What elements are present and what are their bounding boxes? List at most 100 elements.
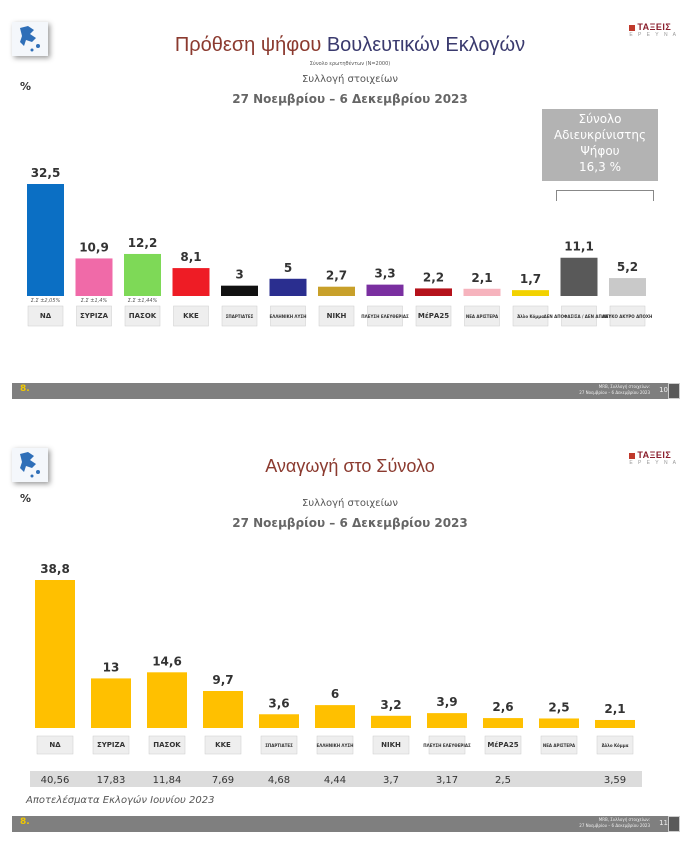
data-label: 38,8 [40,562,70,576]
data-label: 2,2 [423,270,444,284]
bar [147,672,187,728]
bar [221,285,258,296]
bar [172,268,210,296]
data-label: 3,3 [374,267,395,281]
date-range: 27 Νοεμβρίου – 6 Δεκεμβρίου 2023 [232,92,468,106]
party-logo-label: ΛΕΥΚΟ ΑΚΥΡΟ ΑΠΟΧΗ [603,314,653,319]
election-result-value: 40,56 [41,775,70,786]
party-logo [609,305,646,327]
party-logo-label: ΠΑΣΟΚ [129,312,157,320]
collection-label: Συλλογή στοιχείων [302,74,398,85]
data-label: 10,9 [79,240,109,254]
party-logo [512,305,549,327]
party-logo-label: ΝΔ [40,312,52,320]
party-logo [92,735,130,755]
election-result-value: 3,17 [436,775,458,786]
party-logo-label: ΔΕΝ ΑΠΟΦΑΣΙΣΑ / ΔΕΝ ΑΠΑΝΤΩ [544,314,615,319]
bar [560,257,598,296]
date-range: 27 Νοεμβρίου – 6 Δεκεμβρίου 2023 [232,516,468,530]
party-logo [561,305,597,327]
bar [371,715,411,728]
party-logo [36,735,74,755]
bar [75,258,113,296]
election-results-label: Αποτελέσματα Εκλογών Ιουνίου 2023 [26,795,215,806]
collection-label: Συλλογή στοιχείων [302,498,398,509]
data-label: 5,2 [617,260,638,274]
party-logo-label: ΜέΡΑ25 [418,312,449,320]
party-logo-label: Άλλο Κόμμα [602,743,629,748]
data-label: 6 [331,687,339,701]
party-logo [76,305,112,327]
greece-map-icon [12,22,48,56]
projection-chart: 38,8 ΝΔ 40,56 13 ΣΥΡΙΖΑ 17,83 14,6 ΠΑΣΟΚ 11,84 9,… [35,562,635,786]
data-label: 8,1 [180,250,201,264]
party-logo [204,735,242,755]
party-logo [173,305,209,327]
sample-note: Σύνολο ερωτηθέντων (N=2000) [309,61,391,67]
mrb-logo: ΤΑΞΕΙΣ Ε Ρ Ε Υ Ν Α [629,22,678,38]
election-result-value: 3,7 [383,775,399,786]
election-result-value: 11,84 [153,775,182,786]
data-label: 3 [235,268,243,282]
party-logo [367,305,403,327]
page-number: 11 [659,819,668,827]
party-logo-label: ΝΔ [49,741,61,749]
party-logo [27,305,64,327]
undecided-bracket [556,190,654,201]
undecided-total-box: Σύνολο Αδιευκρίνιστης Ψήφου 16,3 % [542,109,658,181]
party-logo [260,735,298,755]
party-logo [148,735,186,755]
bar [463,288,501,296]
party-logo-label: ΝΕΑ ΑΡΙΣΤΕΡΑ [466,314,499,319]
data-label: 3,9 [436,695,457,709]
slide-projection: ΤΑΞΕΙΣ Ε Ρ Ε Υ Ν Α Αναγωγή στο Σύνολο Συλ… [0,428,700,858]
party-logo [372,735,410,755]
party-logo-label: ΣΥΡΙΖΑ [80,312,109,320]
mrb-footer-logo [668,383,680,399]
bar [35,580,75,728]
data-label: 3,2 [380,698,401,712]
mrb-logo: ΤΑΞΕΙΣ Ε Ρ Ε Υ Ν Α [629,450,678,466]
party-logo-label: ΣΠΑΡΤΙΑΤΕΣ [265,743,293,748]
bar [427,713,467,728]
greece-map-icon [12,448,48,482]
data-label: 9,7 [212,673,233,687]
bar [318,286,355,296]
party-logo-label: ΠΛΕΥΣΗ ΕΛΕΥΘΕΡΙΑΣ [423,743,471,748]
party-logo [316,735,354,755]
data-label: 11,1 [564,240,594,254]
party-logo-label: ΚΚΕ [183,312,199,320]
party-logo [124,305,161,327]
data-label: 5 [284,261,292,275]
party-logo-label: ΝΕΑ ΑΡΙΣΤΕΡΑ [543,743,576,748]
election-results-row [30,771,642,787]
data-label: 12,2 [128,236,158,250]
margin-of-error-label: Σ.Σ ±1,4% [81,298,108,304]
election-result-value: 2,5 [495,775,511,786]
bar [415,288,452,296]
data-label: 2,5 [548,700,569,714]
bar [91,678,131,728]
bar [259,714,299,728]
footer-bar: 8. MRB, Συλλογή στοιχείων: 27 Νοεμβρίου –… [12,383,680,399]
election-result-value: 7,69 [212,775,234,786]
data-label: 3,6 [268,696,289,710]
party-logo-label: ΣΠΑΡΤΙΑΤΕΣ [226,314,254,319]
election-result-value: 4,44 [324,775,346,786]
election-result-value: 3,59 [604,775,626,786]
election-result-value: 4,68 [268,775,290,786]
data-label: 14,6 [152,654,182,668]
data-label: 13 [103,660,120,674]
slide-vote-intention: ΤΑΞΕΙΣ Ε Ρ Ε Υ Ν Α Πρόθεση ψήφου Βουλευτι… [0,0,700,410]
percent-label: % [20,492,32,505]
bar [483,718,523,728]
party-logo-label: ΚΚΕ [215,741,231,749]
party-logo-label: ΣΥΡΙΖΑ [97,741,126,749]
vote-intention-chart: 32,5 ΝΔ 10,9 ΣΥΡΙΖΑ 12,2 ΠΑΣΟΚ 8,1 ΚΚΕ 3 ΣΠΑΡΤΙΑΤ… [27,166,653,327]
chart-title: Πρόθεση ψήφου Βουλευτικών Εκλογών [174,34,526,56]
party-logo [415,305,452,327]
data-label: 2,1 [604,702,625,716]
party-logo [596,735,634,755]
bar [366,284,404,296]
chart-title: Αναγωγή στο Σύνολο [265,456,435,476]
